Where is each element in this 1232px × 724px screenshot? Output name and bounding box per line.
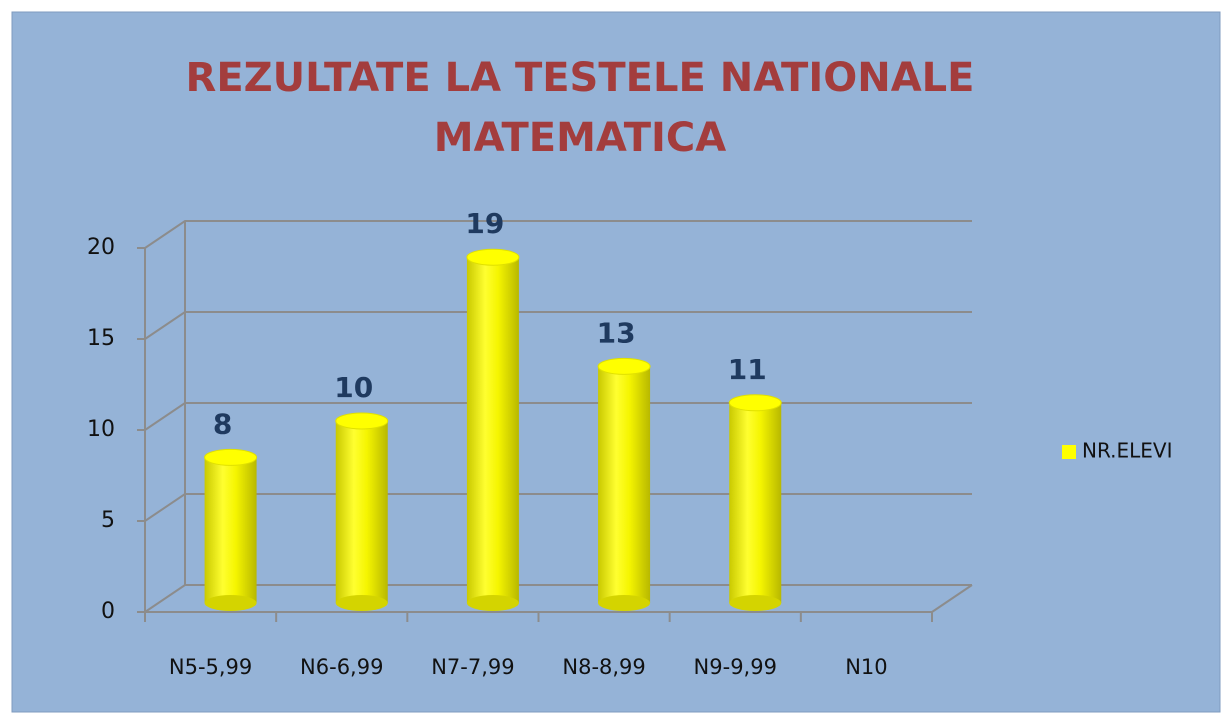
x-tick-label: N6-6,99 xyxy=(300,655,383,679)
x-tick-label: N5-5,99 xyxy=(169,655,252,679)
bar-bottom xyxy=(335,595,388,611)
bar-bottom xyxy=(204,595,257,611)
bar-top xyxy=(204,448,258,466)
data-label: 11 xyxy=(728,353,767,386)
chart-title: MATEMATICA xyxy=(434,115,726,161)
x-tick-label: N9-9,99 xyxy=(694,655,777,679)
bar-bottom xyxy=(598,595,651,611)
bar xyxy=(204,457,257,603)
grid-line xyxy=(144,493,972,522)
bar-bottom xyxy=(729,595,782,611)
bar-top xyxy=(466,248,520,266)
grid-line xyxy=(144,220,972,249)
bar xyxy=(729,402,782,603)
y-tick-label: 10 xyxy=(87,417,115,442)
legend-swatch xyxy=(1062,445,1076,459)
data-label: 10 xyxy=(334,371,373,404)
grid-line xyxy=(144,311,972,340)
data-label: 19 xyxy=(465,207,504,240)
grid-line xyxy=(144,402,972,431)
x-tick-label: N8-8,99 xyxy=(562,655,645,679)
x-tick-label: N10 xyxy=(845,655,887,679)
y-tick-label: 15 xyxy=(87,326,115,351)
grid-line xyxy=(144,584,972,613)
chart-title: REZULTATE LA TESTELE NATIONALE xyxy=(186,55,975,101)
plot: 0 5 10 15 20 N5-5,99 N6-6,99 N7-7,99 N8-8,99 N9-9… xyxy=(87,207,1173,679)
y-tick-label: 5 xyxy=(101,508,115,533)
y-tick-label: 20 xyxy=(87,235,115,260)
bar-top xyxy=(597,357,651,375)
legend-label: NR.ELEVI xyxy=(1082,439,1173,463)
x-tick-label: N7-7,99 xyxy=(431,655,514,679)
bar-top xyxy=(335,412,389,430)
floor-line xyxy=(931,584,973,613)
data-label: 8 xyxy=(213,407,232,440)
bar xyxy=(598,366,651,603)
bar xyxy=(335,421,388,603)
y-tick-label: 0 xyxy=(101,599,115,624)
bar xyxy=(466,257,519,603)
bar-top xyxy=(728,394,782,412)
data-label: 13 xyxy=(597,316,636,349)
bar-bottom xyxy=(466,595,519,611)
